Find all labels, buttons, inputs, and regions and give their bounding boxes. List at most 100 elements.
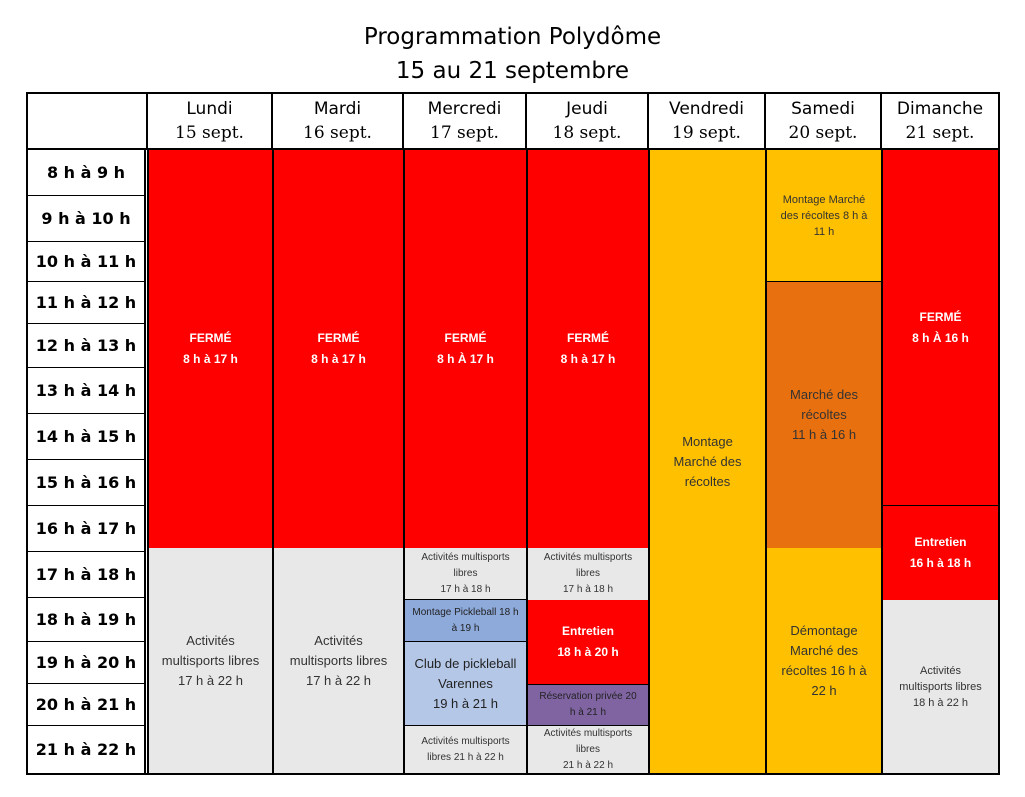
day-date: 21 sept.: [905, 123, 975, 143]
block-mardi-ferme: FERMÉ 8 h à 17 h: [274, 150, 403, 548]
block-mercredi-club-pickleball: Club de pickleball Varennes 19 h à 21 h: [405, 642, 526, 726]
page-subtitle: 15 au 21 septembre: [395, 58, 630, 84]
time-slot: 15 h à 16 h: [28, 460, 146, 506]
block-label: Marché des: [673, 453, 742, 469]
time-slot: 18 h à 19 h: [28, 598, 146, 642]
block-dimanche-entretien: Entretien 16 h à 18 h: [883, 506, 998, 600]
block-lundi-activites: Activités multisports libres 17 h à 22 h: [148, 548, 273, 773]
day-name: Jeudi: [566, 99, 608, 119]
block-label: Entretien: [914, 535, 967, 549]
time-slot: 21 h à 22 h: [28, 726, 146, 773]
block-lundi-ferme: FERMÉ 8 h à 17 h: [148, 150, 273, 548]
block-jeudi-activites-2: Activités multisports libres 21 h à 22 h: [528, 726, 648, 773]
column-divider: [272, 150, 274, 774]
block-label: FERMÉ: [919, 309, 962, 324]
time-slot: 11 h à 12 h: [28, 282, 146, 324]
day-name: Dimanche: [896, 99, 984, 119]
column-divider: [147, 150, 149, 774]
column-divider: [403, 150, 405, 774]
block-mercredi-activites-1: Activités multisports libres 17 h à 18 h: [405, 548, 526, 600]
block-label: Entretien: [561, 624, 614, 638]
header-samedi: Samedi 20 sept.: [766, 92, 882, 150]
block-hours: 8 h À 17 h: [437, 352, 494, 366]
block-label: libres: [453, 567, 478, 579]
block-label: Club de pickleball: [414, 655, 517, 671]
block-label: Activités multisports: [543, 552, 633, 563]
block-label: récoltes: [801, 407, 847, 422]
time-slot: 19 h à 20 h: [28, 642, 146, 684]
page-title: Programmation Polydôme: [363, 24, 662, 50]
block-label: Varennes: [438, 675, 493, 691]
block-mercredi-activites-2: Activités multisports libres 21 h à 22 h: [405, 726, 526, 773]
block-hours: 11 h: [813, 225, 835, 238]
block-label: Activités multisports: [543, 727, 633, 739]
header-mardi: Mardi 16 sept.: [273, 92, 404, 150]
block-label: Montage Pickleball 18 h: [412, 606, 519, 618]
block-dimanche-activites: Activités multisports libres 18 h à 22 h: [883, 600, 998, 773]
time-slot: 10 h à 11 h: [28, 242, 146, 282]
time-slot: 14 h à 15 h: [28, 414, 146, 460]
block-mercredi-montage-pickleball: Montage Pickleball 18 h à 19 h: [405, 600, 526, 642]
block-hours: libres 21 h à 22 h: [427, 751, 504, 763]
block-label: Montage Marché: [782, 193, 866, 206]
block-label: des récoltes 8 h à: [780, 209, 868, 222]
block-hours: h à 21 h: [569, 707, 607, 718]
block-label: Activités: [314, 632, 363, 648]
column-divider: [881, 150, 883, 774]
time-slot: 17 h à 18 h: [28, 552, 146, 598]
block-hours: 19 h à 21 h: [432, 695, 499, 711]
block-hours: 22 h: [811, 682, 837, 698]
block-label: Activités multisports: [421, 551, 510, 563]
block-hours: 21 h à 22 h: [562, 759, 614, 771]
day-date: 19 sept.: [672, 123, 741, 143]
block-label: Démontage: [790, 622, 858, 638]
header-lundi: Lundi 15 sept.: [148, 92, 273, 150]
block-hours: 17 h à 22 h: [305, 672, 372, 688]
day-name: Samedi: [791, 99, 855, 119]
header-mercredi: Mercredi 17 sept.: [404, 92, 527, 150]
column-divider: [526, 150, 528, 774]
column-divider: [648, 150, 650, 774]
block-label: récoltes 16 h à: [781, 662, 867, 678]
block-mardi-activites: Activités multisports libres 17 h à 22 h: [274, 548, 403, 773]
block-hours: 8 h à 17 h: [560, 352, 616, 366]
block-label: Montage: [682, 433, 733, 449]
block-samedi-demontage-marche: Démontage Marché des récoltes 16 h à 22 …: [767, 548, 881, 773]
block-label: Marché des: [790, 387, 858, 402]
day-date: 17 sept.: [430, 123, 499, 143]
block-label: Marché des: [790, 642, 858, 658]
block-hours: 17 h à 18 h: [440, 583, 491, 595]
block-label: multisports libres: [899, 680, 982, 693]
block-samedi-marche: Marché des récoltes 11 h à 16 h: [767, 282, 881, 548]
day-date: 15 sept.: [175, 123, 244, 143]
block-label: récoltes: [684, 473, 731, 489]
time-slot: 12 h à 13 h: [28, 324, 146, 368]
block-hours: 8 h À 16 h: [912, 330, 969, 345]
block-label: Activités: [920, 664, 961, 677]
column-divider: [765, 150, 767, 774]
block-label: FERMÉ: [444, 331, 487, 345]
block-hours: 16 h à 18 h: [909, 556, 972, 570]
block-jeudi-activites-1: Activités multisports libres 17 h à 18 h: [528, 548, 648, 600]
time-slot: 8 h à 9 h: [28, 150, 146, 196]
day-name: Lundi: [186, 99, 233, 119]
block-label: Activités multisports: [421, 735, 510, 747]
block-jeudi-reservation-privee: Réservation privée 20 h à 21 h: [528, 684, 648, 726]
block-jeudi-ferme: FERMÉ 8 h à 17 h: [528, 150, 648, 548]
time-slot: 16 h à 17 h: [28, 506, 146, 552]
corner-cell: [26, 92, 148, 150]
block-label: libres: [576, 568, 600, 579]
block-jeudi-entretien: Entretien 18 h à 20 h: [528, 600, 648, 684]
block-hours: à 19 h: [451, 622, 480, 634]
block-label: libres: [576, 743, 600, 755]
day-name: Mercredi: [427, 99, 502, 119]
block-hours: 8 h à 17 h: [311, 352, 366, 366]
block-label: FERMÉ: [567, 331, 609, 345]
header-jeudi: Jeudi 18 sept.: [527, 92, 649, 150]
day-name: Mardi: [313, 99, 362, 119]
block-label: Activités: [186, 632, 235, 648]
block-hours: 18 h à 22 h: [912, 696, 969, 709]
block-hours: 18 h à 20 h: [557, 645, 619, 659]
block-hours: 17 h à 18 h: [562, 584, 614, 595]
header-dimanche: Dimanche 21 sept.: [882, 92, 1000, 150]
